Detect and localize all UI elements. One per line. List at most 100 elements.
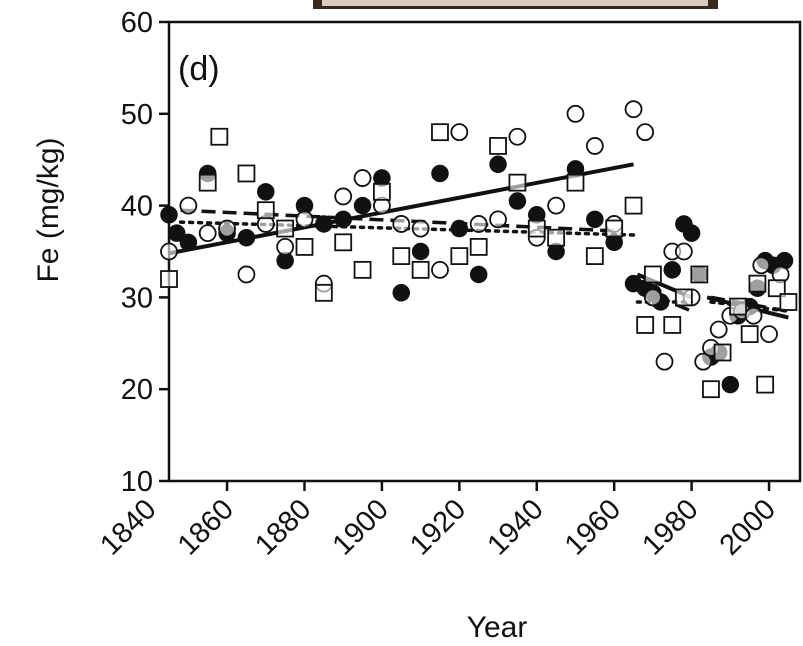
point-open-circle bbox=[744, 306, 763, 325]
point-filled-circle bbox=[411, 242, 430, 261]
point-open-circle bbox=[566, 104, 585, 123]
point-filled-circle bbox=[469, 265, 488, 284]
point-open-circle bbox=[585, 137, 604, 155]
point-open-square bbox=[740, 325, 759, 344]
point-open-circle bbox=[179, 196, 198, 215]
x-tick-label: 1960 bbox=[559, 493, 627, 561]
point-open-square bbox=[431, 123, 449, 142]
point-open-circle bbox=[760, 325, 778, 344]
point-open-circle bbox=[295, 210, 314, 229]
x-axis-title: Year bbox=[467, 611, 528, 644]
point-open-square bbox=[237, 164, 256, 183]
point-open-square bbox=[527, 219, 546, 238]
point-open-circle bbox=[431, 260, 449, 279]
x-tick-label: 2000 bbox=[714, 493, 782, 561]
point-open-square bbox=[334, 233, 353, 252]
point-open-square bbox=[729, 297, 747, 316]
y-axis-title: Fe (mg/kg) bbox=[32, 137, 65, 282]
point-open-square bbox=[702, 380, 720, 399]
point-open-circle bbox=[411, 219, 430, 238]
y-axis: 10 20 30 40 50 60 bbox=[121, 7, 169, 498]
point-open-square bbox=[585, 247, 604, 265]
point-filled-circle bbox=[257, 183, 275, 201]
x-tick-label: 1940 bbox=[481, 493, 549, 561]
point-filled-circle bbox=[489, 155, 507, 174]
point-open-circle bbox=[160, 242, 178, 261]
point-filled-circle bbox=[682, 224, 701, 242]
point-filled-circle bbox=[508, 192, 527, 210]
point-open-circle bbox=[547, 196, 566, 215]
y-tick-label: 20 bbox=[121, 374, 153, 406]
y-tick-label: 40 bbox=[121, 191, 153, 223]
point-open-square bbox=[450, 247, 469, 265]
point-open-circle bbox=[218, 219, 236, 238]
y-tick-label: 10 bbox=[121, 466, 153, 498]
point-open-square bbox=[605, 219, 624, 238]
point-open-square bbox=[314, 283, 333, 302]
point-open-square bbox=[276, 219, 295, 238]
point-open-circle bbox=[624, 100, 643, 119]
x-tick-label: 1980 bbox=[636, 493, 704, 561]
point-open-square bbox=[353, 260, 372, 279]
point-open-circle bbox=[508, 127, 527, 146]
x-tick-label: 1900 bbox=[327, 493, 395, 561]
point-open-circle bbox=[752, 256, 771, 275]
cropped-photo-strip bbox=[313, 0, 718, 9]
point-open-square bbox=[295, 238, 314, 256]
point-open-square bbox=[713, 343, 732, 362]
point-open-square bbox=[767, 279, 786, 298]
point-open-square bbox=[566, 173, 585, 192]
point-filled-circle bbox=[315, 215, 333, 233]
point-filled-circle bbox=[392, 284, 411, 302]
point-open-circle bbox=[655, 352, 674, 371]
point-open-square bbox=[674, 288, 693, 307]
point-open-square bbox=[690, 265, 709, 284]
point-open-square bbox=[373, 182, 391, 201]
y-tick-label: 60 bbox=[121, 7, 153, 39]
point-open-circle bbox=[334, 187, 353, 206]
data-points bbox=[160, 100, 798, 399]
point-open-circle bbox=[450, 123, 469, 142]
point-open-square bbox=[636, 316, 655, 334]
point-open-square bbox=[489, 137, 507, 155]
x-axis: 1840 1860 1880 1900 1920 1940 1960 1980 2000 bbox=[94, 481, 782, 562]
point-open-square bbox=[392, 247, 411, 265]
x-tick-label: 1880 bbox=[249, 493, 317, 561]
point-open-circle bbox=[489, 210, 507, 229]
point-filled-circle bbox=[450, 219, 469, 238]
point-open-circle bbox=[469, 215, 488, 233]
point-open-circle bbox=[276, 238, 295, 256]
point-open-square bbox=[748, 274, 767, 293]
point-open-circle bbox=[709, 320, 728, 339]
point-open-square bbox=[663, 316, 682, 334]
point-open-circle bbox=[674, 242, 693, 261]
point-open-square bbox=[256, 201, 275, 220]
point-filled-circle bbox=[237, 228, 256, 247]
point-open-square bbox=[411, 260, 430, 279]
point-filled-circle bbox=[663, 261, 682, 279]
point-filled-circle bbox=[721, 375, 740, 394]
point-filled-circle bbox=[353, 196, 372, 215]
point-open-circle bbox=[198, 224, 217, 243]
point-open-circle bbox=[636, 123, 655, 142]
point-open-square bbox=[756, 375, 775, 394]
point-filled-circle bbox=[334, 210, 352, 229]
point-open-square bbox=[624, 196, 643, 215]
x-tick-label: 1920 bbox=[404, 493, 472, 561]
x-tick-label: 1860 bbox=[172, 493, 240, 561]
point-open-square bbox=[469, 238, 488, 256]
point-filled-circle bbox=[586, 210, 604, 229]
point-open-circle bbox=[237, 265, 256, 284]
y-tick-label: 30 bbox=[121, 282, 153, 314]
point-open-square bbox=[160, 270, 178, 288]
point-filled-circle bbox=[167, 224, 186, 242]
point-open-square bbox=[210, 127, 229, 146]
x-tick-label: 1840 bbox=[94, 493, 162, 561]
point-open-circle bbox=[392, 215, 411, 233]
y-tick-label: 50 bbox=[121, 99, 153, 131]
point-filled-circle bbox=[179, 233, 198, 252]
point-open-square bbox=[547, 228, 566, 247]
point-filled-circle bbox=[160, 206, 178, 224]
point-open-square bbox=[779, 293, 798, 311]
